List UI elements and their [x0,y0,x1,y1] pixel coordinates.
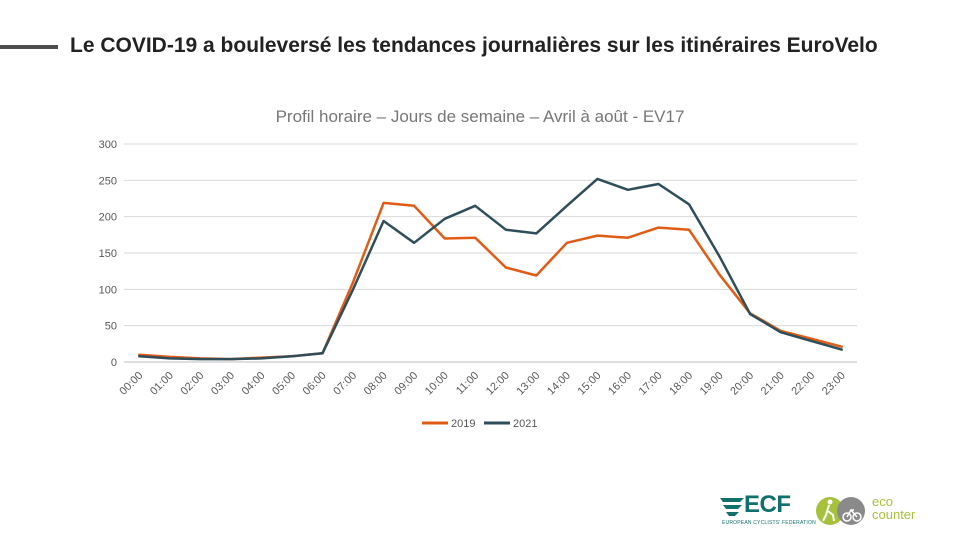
x-tick-label: 18:00 [667,370,695,398]
y-axis: 0 50 100 150 200 250 300 [99,139,117,369]
x-tick-label: 17:00 [637,370,665,398]
ecf-logo-text: ECF [744,491,791,518]
x-tick-label: 11:00 [454,370,481,397]
x-tick-label: 02:00 [179,370,207,398]
x-tick-label: 08:00 [362,370,390,398]
chart-title: Profil horaire – Jours de semaine – Avri… [276,107,685,126]
x-tick-label: 14:00 [545,370,573,398]
x-tick-label: 22:00 [789,370,817,398]
y-tick-label: 250 [99,175,117,187]
y-tick-label: 50 [105,321,117,333]
x-tick-label: 13:00 [514,370,542,398]
series-line-2021 [138,177,843,361]
x-tick-label: 20:00 [728,370,756,398]
eco-counter-line2: counter [872,507,916,522]
y-tick-label: 200 [99,212,117,224]
x-tick-label: 05:00 [270,370,298,398]
x-tick-label: 07:00 [331,370,359,398]
series-lines [138,177,843,361]
x-tick-label: 01:00 [148,370,176,398]
legend-label-2019: 2019 [451,418,475,430]
y-tick-label: 0 [111,357,117,369]
eco-counter-figures-icon [816,497,865,525]
legend: 2019 2021 [422,418,537,430]
x-tick-label: 06:00 [301,370,329,398]
x-axis: 00:00 01:00 02:00 03:00 04:00 05:00 06:00 07:00… [117,370,847,398]
x-tick-label: 23:00 [820,370,848,398]
slide-title: Le COVID-19 a bouleversé les tendances j… [70,34,878,57]
y-tick-label: 100 [99,284,117,296]
x-tick-label: 04:00 [240,370,268,398]
x-tick-label: 03:00 [209,370,237,398]
legend-label-2021: 2021 [513,418,537,430]
eco-counter-logo-text: eco counter [872,495,915,521]
x-tick-label: 00:00 [117,370,145,398]
y-tick-label: 150 [99,248,117,260]
ecf-logo-subtitle: EUROPEAN CYCLISTS' FEDERATION [722,520,816,526]
eco-counter-line1: eco [872,494,893,509]
x-tick-label: 16:00 [606,370,634,398]
y-tick-label: 300 [99,139,117,151]
x-tick-label: 15:00 [576,370,604,398]
x-tick-label: 12:00 [484,370,512,398]
x-tick-label: 09:00 [392,370,420,398]
title-rule [0,45,58,49]
logos: ECF EUROPEAN CYCLISTS' FEDERATION eco co… [712,488,952,534]
series-line-2019 [138,201,843,361]
x-tick-label: 19:00 [698,370,726,398]
x-tick-label: 21:00 [759,370,787,398]
ecf-wing-icon [720,498,744,516]
x-tick-label: 10:00 [423,370,451,398]
